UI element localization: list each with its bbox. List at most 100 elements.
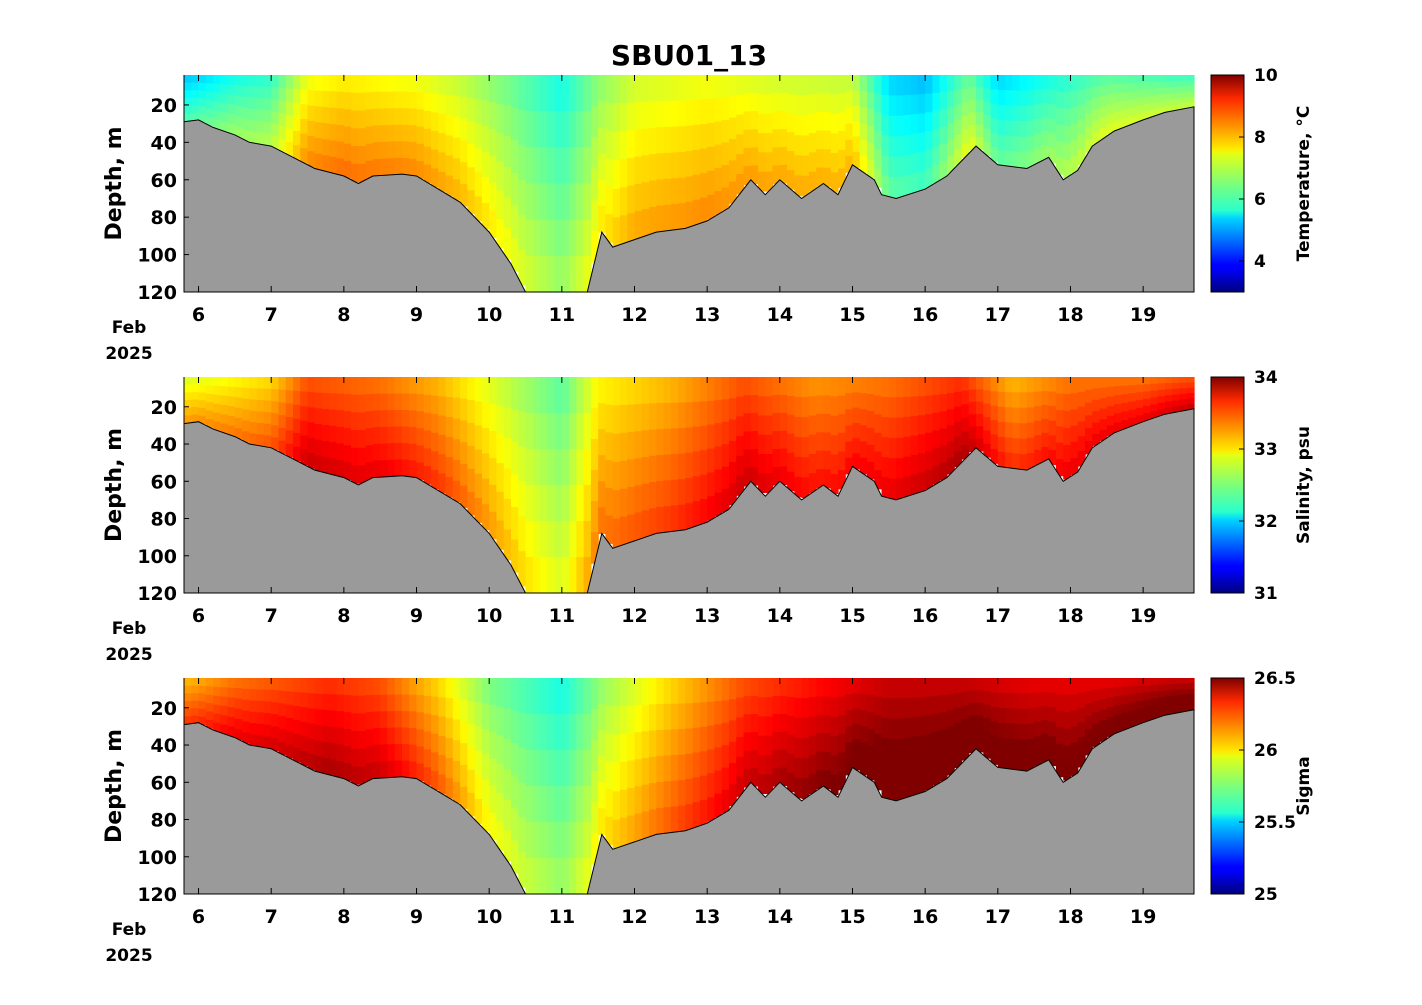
heat-cell <box>1099 387 1108 399</box>
heat-cell <box>292 747 301 763</box>
heat-cell <box>736 416 745 437</box>
heat-cell <box>917 415 926 435</box>
heat-cell <box>1150 691 1159 700</box>
heat-cell <box>431 696 439 716</box>
heat-cell <box>227 75 236 86</box>
heat-cell <box>714 701 723 725</box>
heat-cell <box>1143 714 1152 723</box>
heat-cell <box>416 143 425 162</box>
heat-cell <box>300 435 309 451</box>
heat-cell <box>540 485 548 522</box>
heat-cell <box>896 176 904 198</box>
heat-cell <box>213 695 221 706</box>
heat-cell <box>678 377 686 404</box>
heat-cell <box>489 377 498 405</box>
heat-cell <box>1164 401 1173 409</box>
heat-cell <box>249 120 258 133</box>
heat-cell <box>1041 747 1050 763</box>
heat-cell <box>474 678 483 703</box>
heat-cell <box>1077 692 1086 709</box>
heat-cell <box>1128 718 1137 728</box>
heat-cell <box>1114 84 1122 94</box>
heat-cell <box>249 388 258 401</box>
heat-cell <box>256 388 265 401</box>
heat-cell <box>489 75 498 103</box>
heat-cell <box>598 429 607 456</box>
heat-cell <box>1092 120 1101 133</box>
heat-cell <box>634 102 643 131</box>
x-tick-label: 12 <box>621 605 647 627</box>
heat-cell <box>1143 96 1152 105</box>
heat-cell <box>329 759 338 777</box>
heat-cell <box>1070 75 1079 92</box>
colorbar-label: Temperature, °C <box>1294 106 1314 262</box>
heat-cell <box>874 715 883 735</box>
heat-cell <box>184 708 192 717</box>
heat-cell <box>612 706 621 736</box>
heat-cell <box>1005 151 1013 167</box>
heat-cell <box>627 130 636 159</box>
heat-cell <box>997 90 1006 106</box>
heat-cell <box>387 91 396 109</box>
heat-cell <box>1114 714 1122 724</box>
heat-cell <box>859 107 868 125</box>
heat-cell <box>481 402 490 429</box>
y-axis-label: Depth, m <box>102 428 127 542</box>
heat-cell <box>801 155 810 177</box>
heat-cell <box>968 702 977 716</box>
heat-cell <box>1099 678 1108 690</box>
heat-cell <box>1179 393 1188 401</box>
heat-cell <box>1026 120 1035 137</box>
heat-cell <box>576 557 585 594</box>
heat-cell <box>278 716 287 730</box>
heat-cell <box>307 738 316 755</box>
heat-cell <box>438 454 447 475</box>
heat-cell <box>859 441 868 459</box>
x-tick-label: 19 <box>1130 906 1156 928</box>
heat-cell <box>808 132 817 153</box>
heat-cell <box>532 413 541 450</box>
heat-cell <box>714 423 723 447</box>
heat-cell <box>867 728 875 747</box>
heat-cell <box>496 103 505 134</box>
heat-cell <box>554 485 563 522</box>
heat-cell <box>656 402 665 430</box>
heat-cell <box>576 485 585 522</box>
heat-cell <box>990 678 999 693</box>
heat-cell <box>663 377 672 404</box>
heat-cell <box>496 190 505 220</box>
heat-cell <box>271 99 280 113</box>
heat-cell <box>1164 678 1173 685</box>
heat-cell <box>242 688 250 701</box>
heat-cell <box>191 82 200 91</box>
heat-cell <box>1041 131 1050 146</box>
heat-cell <box>1128 702 1137 712</box>
heat-cell <box>496 520 505 550</box>
heat-cell <box>634 156 643 185</box>
heat-cell <box>1121 92 1130 102</box>
x-tick-label: 14 <box>767 906 793 928</box>
heat-cell <box>670 126 679 153</box>
heat-cell <box>743 166 752 186</box>
heat-cell <box>699 99 708 125</box>
heat-cell <box>263 75 272 88</box>
heat-cell <box>1048 406 1057 422</box>
heat-cell <box>990 749 999 765</box>
heat-cell <box>1135 82 1144 92</box>
heat-cell <box>750 678 759 697</box>
heat-cell <box>852 377 861 393</box>
heat-cell <box>685 201 694 228</box>
heat-cell <box>540 822 548 859</box>
heat-cell <box>336 678 345 696</box>
heat-cell <box>438 697 447 718</box>
heat-cell <box>292 678 301 693</box>
heat-cell <box>205 694 214 704</box>
heat-cell <box>714 492 723 517</box>
heat-cell <box>997 436 1006 453</box>
colorbar-tick-label: 34 <box>1254 368 1278 388</box>
heat-cell <box>213 83 221 94</box>
heat-cell <box>184 415 192 424</box>
heat-cell <box>307 75 316 91</box>
heat-cell <box>569 714 577 751</box>
heat-cell <box>307 377 316 393</box>
